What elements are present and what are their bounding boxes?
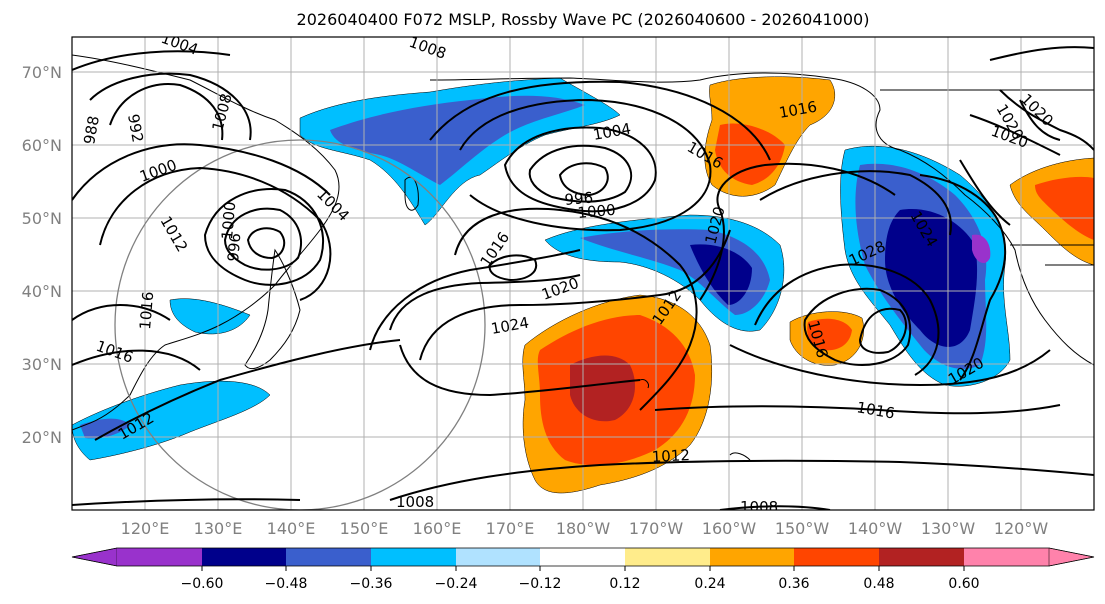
negative-anomaly-kamchatka-core [330,95,585,185]
colorbar-segment [794,548,879,566]
lon-label-120w: 120°W [994,519,1049,538]
lon-label-150e: 150°E [340,519,389,538]
positive-anomaly-east-pacific-core [807,318,852,351]
isobar-label: 992 [124,113,147,144]
colorbar-tick-label: 0.60 [948,576,979,592]
lat-label-20n: 20°N [22,428,62,447]
colorbar-tick-label: 0.12 [609,576,640,592]
lon-label-140e: 140°E [267,519,316,538]
lon-label-180w: 180°W [556,519,611,538]
isobar-label: 1016 [136,291,157,331]
lat-label-40n: 40°N [22,282,62,301]
lon-label-150w: 150°W [775,519,830,538]
isobar-label: 1012 [651,446,690,466]
colorbar-min-extension [71,547,118,567]
positive-anomaly-alaska-core [715,123,785,185]
colorbar-segment [202,548,286,566]
gridlines [72,37,1094,510]
colorbar-segment [540,548,625,566]
colorbar-segment [456,548,540,566]
lon-label-140w: 140°W [848,519,903,538]
longitude-labels: 120°E 130°E 140°E 150°E 160°E 170°E 180°… [121,519,1049,538]
isobar-label: 1008 [396,493,434,511]
lon-label-170e: 170°E [486,519,535,538]
isobar-label: 996 [564,189,594,209]
negative-anomaly-east-china-core [80,418,130,439]
colorbar-segment [964,548,1049,566]
isobar-label: 988 [80,114,103,145]
range-circle [114,139,486,510]
negative-anomaly-east-china [72,380,271,461]
colorbar-tick-label: 0.24 [694,576,725,592]
lat-label-60n: 60°N [22,136,62,155]
colorbar-tick-label: −0.60 [181,576,224,592]
map-frame [71,36,1095,511]
colorbar-segment [625,548,710,566]
colorbar-tick-label: 0.48 [863,576,894,592]
negative-anomaly-gulf-alaska-deep [885,209,978,347]
colorbar-tick-label: −0.36 [350,576,393,592]
colorbar-tick-label: −0.24 [435,576,478,592]
colorbar-segment [286,548,371,566]
colorbar-segment [879,548,964,566]
shaded-anomalies [72,77,1011,461]
negative-anomaly-deepest [972,234,991,264]
latitude-labels: 70°N 60°N 50°N 40°N 30°N 20°N [22,63,62,447]
lon-label-120e: 120°E [121,519,170,538]
isobar-label: 1000 [218,201,239,241]
colorbar-segment [371,548,456,566]
negative-anomaly-north-pacific-deep [690,244,752,305]
colorbar-tick-label: −0.48 [265,576,308,592]
colorbar-max-extension [1048,547,1095,567]
colorbar-outline [71,547,1095,567]
negative-anomaly-japan [169,298,251,335]
isobars [72,46,1094,510]
colorbar-segment [117,548,202,566]
isobar-label: 1008 [740,498,778,516]
positive-anomaly-subtropical-core [570,355,635,422]
colorbar: −0.60 −0.48 −0.36 −0.24 −0.12 0.12 0.24 … [71,547,1095,592]
lat-label-70n: 70°N [22,63,62,82]
map-panel: 1004 1008 1008 992 988 1000 1004 996 100… [71,36,1095,516]
lat-label-30n: 30°N [22,355,62,374]
lon-label-130e: 130°E [194,519,243,538]
isobar-label: 996 [224,232,244,262]
lon-label-130w: 130°W [921,519,976,538]
colorbar-ticks [201,566,965,571]
lon-label-170w: 170°W [629,519,684,538]
coastlines [72,54,1094,461]
colorbar-tick-label: 0.36 [778,576,809,592]
lon-label-160w: 160°W [702,519,757,538]
lat-label-50n: 50°N [22,209,62,228]
isobar-label: 1000 [577,201,617,222]
lon-label-160e: 160°E [413,519,462,538]
positive-anomaly-northwest-na-core [1035,176,1094,240]
colorbar-segment [710,548,794,566]
colorbar-tick-label: −0.12 [519,576,562,592]
figure-title: 2026040400 F072 MSLP, Rossby Wave PC (20… [297,10,870,29]
